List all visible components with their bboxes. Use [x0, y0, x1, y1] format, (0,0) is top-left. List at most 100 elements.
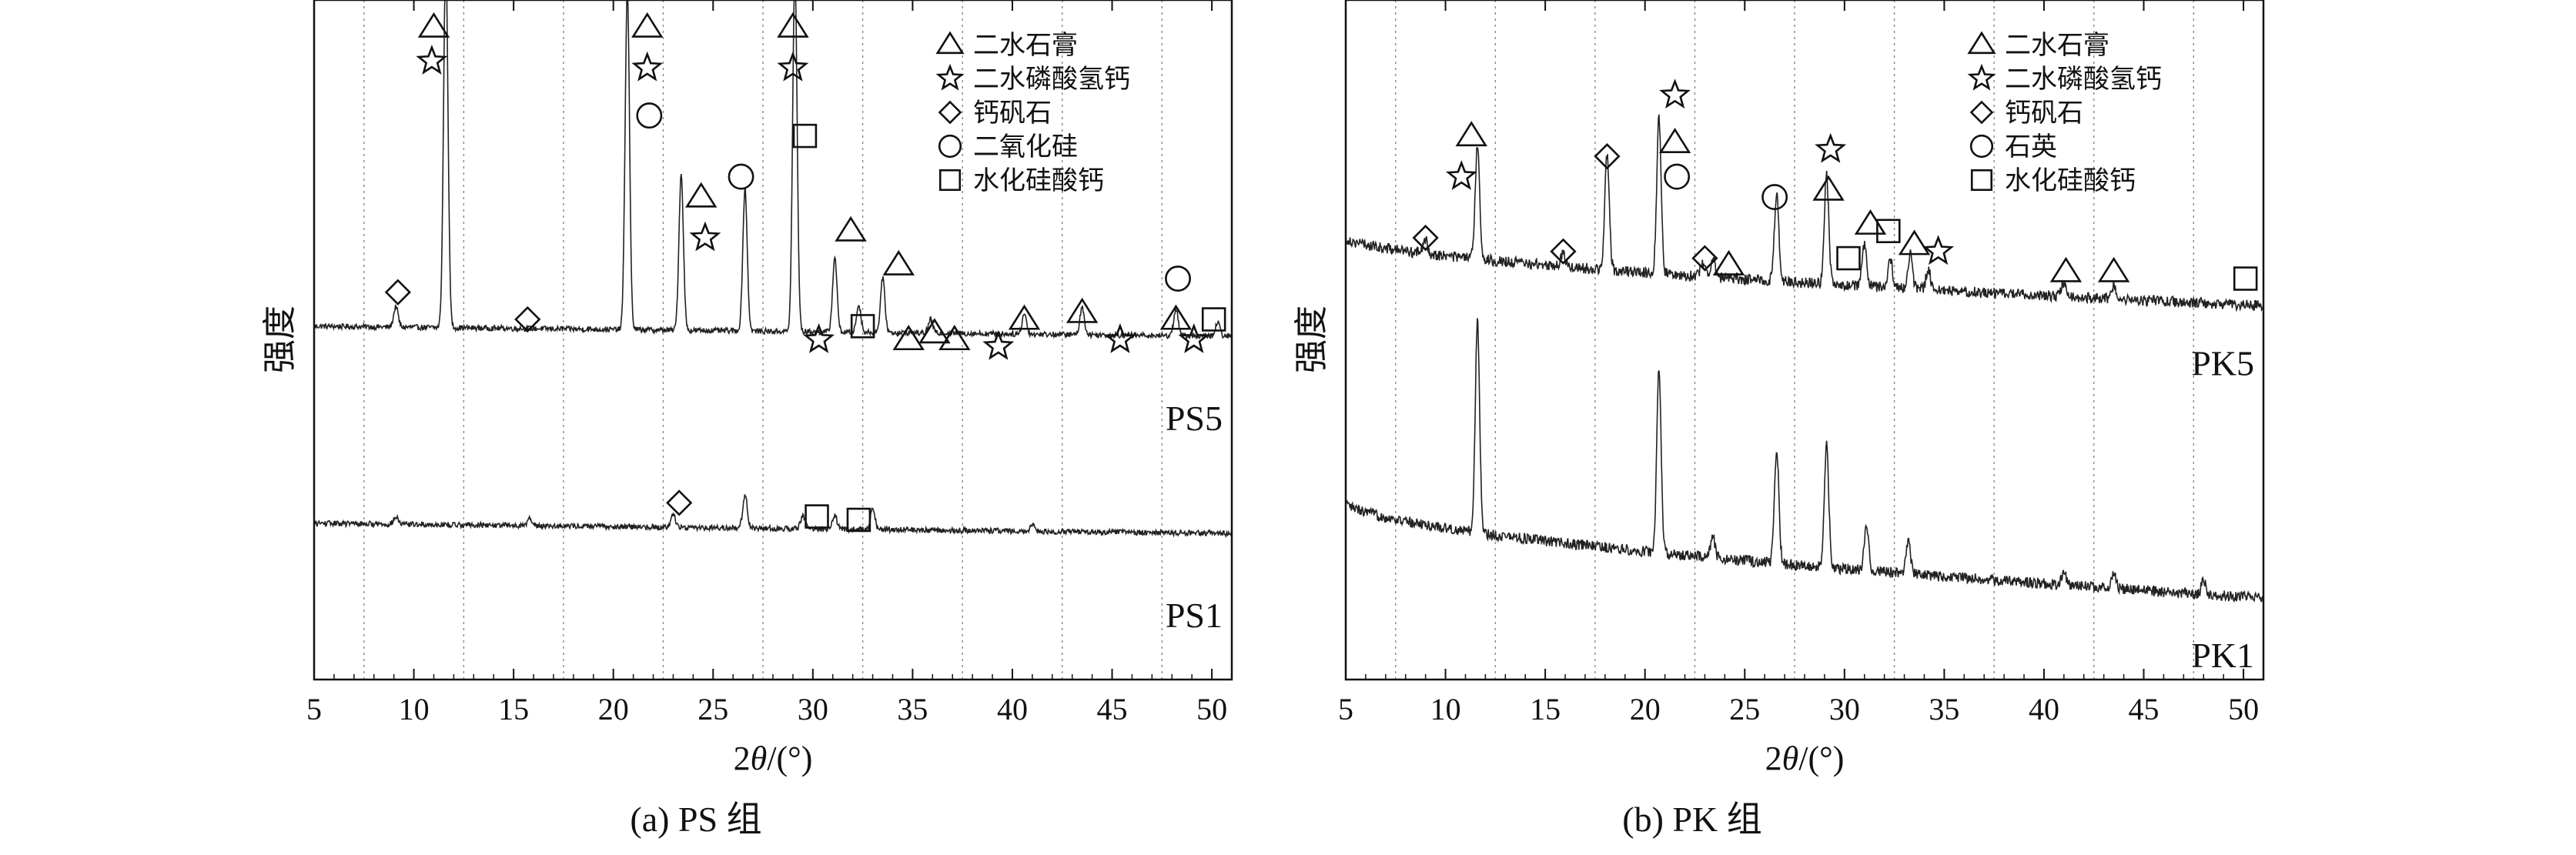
panel-ps-marker-triangle	[685, 182, 718, 208]
panel-pk-legend-label-1: 二水磷酸氢钙	[2005, 65, 2162, 94]
panel-ps-ylabel: 强度	[261, 306, 299, 373]
panel-pk-legend-label-0: 二水石膏	[2005, 31, 2109, 60]
panel-pk-marker-circle	[1664, 163, 1691, 190]
panel-ps-legend-label-3: 二氧化硅	[973, 132, 1078, 162]
panel-ps-marker-triangle	[882, 249, 915, 276]
panel-ps-legend-label-1: 二水磷酸氢钙	[973, 65, 1130, 94]
panel-ps-marker-triangle	[777, 12, 809, 38]
panel-pk-x-axis: 5 10 15 20 25 30 35 40 45 50	[1338, 0, 2264, 726]
panel-ps-marker-triangle	[918, 318, 951, 344]
panel-pk-traces	[1345, 114, 2264, 603]
panel-pk-marker-triangle	[1455, 121, 1487, 147]
panel-pk-marker-diamond	[1550, 238, 1577, 265]
panel-ps-trace-PS1	[313, 494, 1233, 539]
panel-pk-xtick-label-1: 10	[1430, 692, 1461, 726]
panel-ps-marker-circle	[1165, 266, 1191, 292]
panel-ps-marker-square	[1201, 307, 1226, 332]
panel-pk-marker-square	[2233, 266, 2258, 291]
panel-ps: 5 10 15 20 25 30 35 40 45 50 二水石膏二水磷酸氢钙钙矾石二氧化硅水化硅…	[261, 0, 1233, 839]
panel-ps-marker-triangle	[835, 215, 867, 242]
panel-pk-xlabel-prefix: 2	[1765, 740, 1782, 777]
panel-pk-marker-triangle	[1898, 229, 1931, 255]
panel-ps-xlabel-suffix: /(°)	[767, 740, 812, 777]
panel-ps-xtick-label-8: 45	[1097, 692, 1128, 726]
panel-ps-xlabel-theta: θ	[751, 740, 768, 777]
panel-pk-marker-triangle	[1712, 249, 1745, 276]
panel-ps-xtick-label-0: 5	[306, 692, 322, 726]
panel-pk-gridlines	[1395, 0, 2195, 680]
panel-ps-xtick-label-6: 35	[897, 692, 928, 726]
panel-pk-marker-diamond	[1691, 245, 1718, 272]
panel-ps-marker-triangle	[417, 12, 450, 38]
panel-ps-xtick-label-3: 20	[598, 692, 629, 726]
panel-ps-marker-triangle	[1159, 304, 1193, 330]
panel-ps-marker-triangle	[892, 325, 925, 351]
panel-ps-legend-diamond-icon	[938, 100, 962, 125]
panel-pk-xtick-label-4: 25	[1729, 692, 1760, 726]
panel-ps-marker-triangle	[938, 325, 971, 351]
panel-ps-marker-star	[1178, 322, 1210, 353]
panel-ps-marker-star	[803, 322, 835, 353]
panel-pk-xtick-label-7: 40	[2029, 692, 2059, 726]
panel-pk-marker-star	[1922, 235, 1955, 266]
panel-ps-series-label-PS1: PS1	[1166, 596, 1223, 635]
panel-pk-xtick-label-2: 15	[1530, 692, 1561, 726]
panel-ps-marker-triangle	[1008, 304, 1041, 330]
panel-pk-xtick-label-9: 50	[2228, 692, 2259, 726]
panel-ps-series-labels: PS5 PS1	[1166, 399, 1223, 635]
panel-pk-ylabel: 强度	[1293, 306, 1330, 373]
panel-pk-legend-label-2: 钙矾石	[2005, 99, 2083, 128]
panel-ps-marker-star	[1104, 322, 1136, 353]
panel-pk-legend-star-icon	[1967, 63, 1996, 91]
panel-pk-xtick-label-0: 5	[1338, 692, 1353, 726]
panel-pk-xlabel: 2θ/(°)	[1765, 740, 1845, 777]
panel-ps-xtick-label-4: 25	[698, 692, 728, 726]
panel-ps-marker-circle	[636, 102, 663, 129]
panel-ps-xtick-label-2: 15	[498, 692, 529, 726]
panel-pk-xtick-label-5: 30	[1829, 692, 1860, 726]
panel-pk-marker-diamond	[1412, 224, 1439, 252]
panel-pk-xtick-label-3: 20	[1630, 692, 1661, 726]
panel-pk-marker-circle	[1761, 184, 1788, 211]
panel-pk-series-labels: PK5 PK1	[2191, 343, 2254, 675]
panel-ps-xlabel: 2θ/(°)	[734, 740, 813, 777]
panel-ps-legend-circle-icon	[938, 134, 962, 159]
panel-pk-xtick-label-8: 45	[2129, 692, 2159, 726]
panel-ps-xtick-label-5: 30	[798, 692, 828, 726]
panel-ps-legend-star-icon	[935, 63, 965, 91]
panel-ps-marker-square	[850, 314, 875, 339]
panel-ps-legend-label-0: 二水石膏	[973, 31, 1078, 60]
panel-ps-legend-label-4: 水化硅酸钙	[973, 166, 1104, 195]
panel-pk-trace-PK5	[1345, 114, 2264, 312]
panel-pk-marker-triangle	[2097, 256, 2130, 282]
panel-ps-marker-star	[777, 51, 809, 82]
panel-ps-marker-square	[805, 504, 829, 529]
panel-pk-marker-triangle	[1854, 209, 1887, 235]
panel-ps-marker-circle	[728, 163, 754, 190]
panel-pk-markers	[1412, 78, 2258, 291]
panel-ps-marker-star	[982, 329, 1015, 360]
panel-ps-markers	[384, 12, 1226, 533]
panel-pk-xtick-label-6: 35	[1929, 692, 1959, 726]
panel-ps-marker-square	[846, 507, 871, 533]
panel-ps-marker-diamond	[514, 306, 541, 333]
panel-pk-frame	[1344, 0, 2265, 681]
panel-ps-legend-square-icon	[938, 169, 962, 192]
panel-ps-legend-label-2: 钙矾石	[973, 99, 1052, 128]
panel-pk-marker-square	[1836, 245, 1861, 271]
panel-pk-legend-triangle-icon	[1967, 31, 1996, 55]
panel-ps-xtick-label-7: 40	[997, 692, 1028, 726]
panel-ps-legend-triangle-icon	[935, 31, 965, 55]
panel-pk-marker-square	[1876, 219, 1901, 243]
panel-pk-marker-triangle	[2049, 256, 2083, 282]
panel-ps-marker-star	[689, 221, 721, 252]
panel-ps-marker-star	[631, 51, 664, 82]
panel-pk: 5 10 15 20 25 30 35 40 45 50 二水石膏二水磷酸氢钙钙矾石石英水化硅酸钙…	[1293, 0, 2265, 839]
panel-pk-legend-diamond-icon	[1969, 100, 1994, 125]
panel-pk-caption: (b) PK 组	[1622, 800, 1761, 839]
panel-ps-xtick-label-1: 10	[399, 692, 430, 726]
panel-pk-marker-triangle	[1812, 175, 1845, 201]
panel-pk-series-label-PK1: PK1	[2191, 636, 2254, 675]
